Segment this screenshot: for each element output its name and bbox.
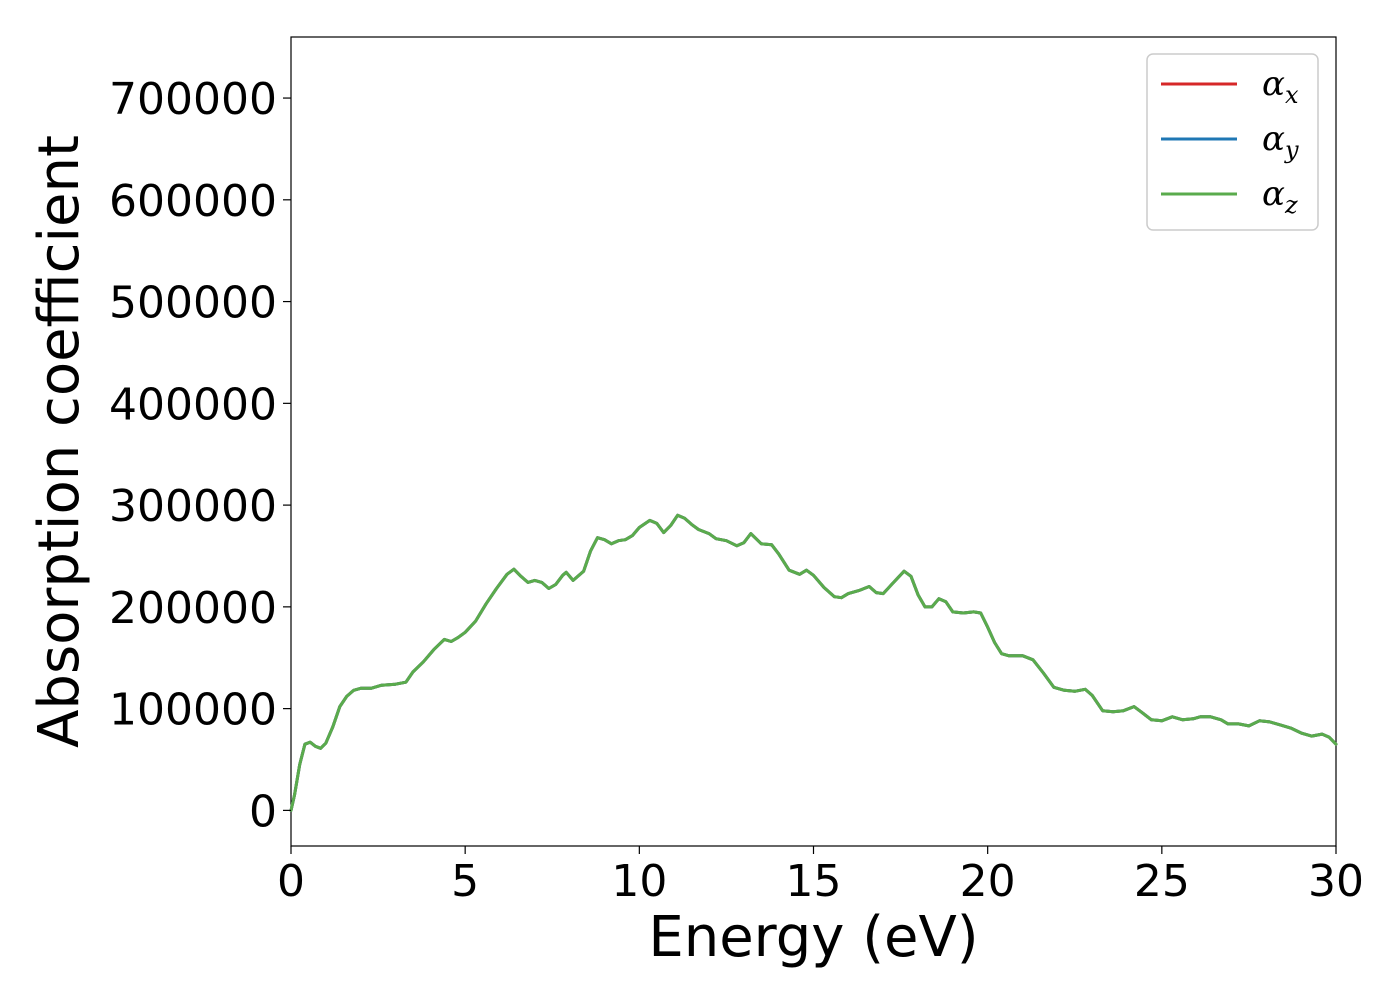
series-line-y (289, 513, 1338, 812)
x-tick-label: 10 (611, 856, 667, 907)
x-axis: 0 5 10 15 20 25 30 (277, 846, 1364, 907)
y-tick-label: 100000 (109, 685, 277, 736)
y-axis: 0 100000 200000 300000 400000 500000 600000 700… (109, 74, 291, 837)
x-tick-label: 15 (786, 856, 842, 907)
y-tick-label: 400000 (109, 379, 277, 430)
series-line-x (289, 513, 1338, 812)
x-tick-label: 25 (1134, 856, 1190, 907)
y-tick-label: 0 (249, 786, 277, 837)
x-tick-label: 30 (1308, 856, 1364, 907)
series-layer (289, 513, 1338, 812)
x-tick-label: 20 (960, 856, 1016, 907)
legend: αx αy αz (1146, 53, 1319, 231)
y-tick-label: 700000 (109, 74, 277, 125)
x-axis-title: Energy (eV) (648, 905, 978, 970)
x-tick-label: 5 (451, 856, 479, 907)
y-axis-title: Absorption coefficient (27, 135, 92, 748)
y-tick-label: 600000 (109, 176, 277, 227)
legend-label-z: αz (1262, 174, 1298, 219)
legend-label-x: αx (1262, 64, 1299, 109)
legend-box (1146, 53, 1319, 231)
legend-label-y: αy (1262, 119, 1299, 164)
y-tick-label: 500000 (109, 278, 277, 329)
y-tick-label: 200000 (109, 583, 277, 634)
x-tick-label: 0 (277, 856, 305, 907)
y-tick-label: 300000 (109, 481, 277, 532)
series-line-z (289, 513, 1338, 812)
